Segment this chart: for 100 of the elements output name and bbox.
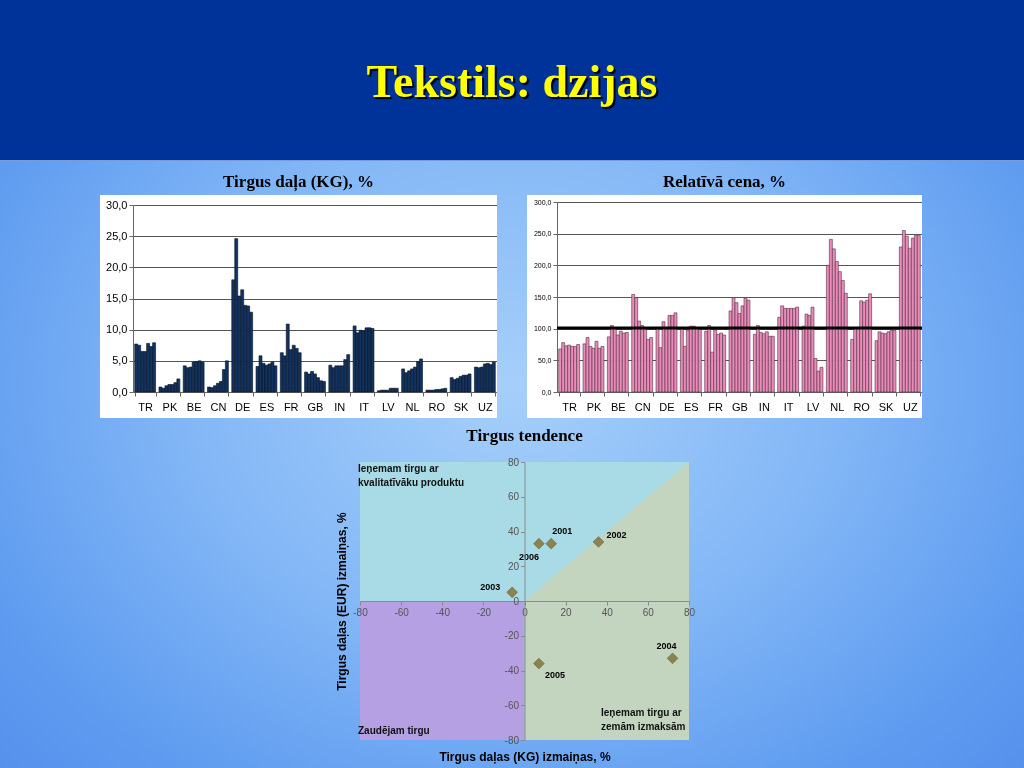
bar	[234, 238, 239, 393]
y-tick-label: -20	[504, 630, 520, 642]
x-tick-label: -20	[476, 606, 492, 618]
y-tick-label: 5,0	[112, 354, 128, 367]
bar	[443, 387, 448, 393]
annotation: Ieņemam tirgu ar zemām izmaksām	[601, 707, 686, 732]
bar	[322, 381, 326, 393]
y-tick-label: 60	[507, 491, 520, 503]
x-tick-label: GB	[307, 400, 324, 413]
annotation: 2002	[606, 529, 627, 540]
point	[545, 538, 557, 550]
annotation: 2004	[656, 641, 677, 652]
x-tick-label: CN	[634, 400, 651, 413]
y-axis-title: Tirgus daļas (EUR) izmaiņas, %	[334, 511, 349, 691]
bar	[316, 377, 320, 393]
x-tick-label: IN	[758, 400, 770, 413]
text: Tekstils: dzijas	[365, 55, 659, 109]
bar	[680, 328, 684, 393]
x-tick-label: TR	[562, 400, 578, 413]
bar	[297, 352, 302, 393]
bar	[213, 385, 217, 393]
bar	[319, 380, 323, 393]
x-tick-label: DE	[235, 400, 251, 413]
bar	[285, 323, 290, 393]
bar	[258, 355, 263, 393]
x-tick-label: NL	[830, 400, 845, 413]
y-tick-label: 25,0	[106, 229, 128, 242]
x-tick-label: LV	[381, 400, 396, 413]
y-tick-label: 80	[507, 456, 520, 468]
x-tick-label: CN	[210, 400, 227, 413]
annotation: 2001	[552, 525, 573, 536]
bar	[167, 384, 172, 393]
point	[533, 538, 545, 550]
x-tick-label: 60	[642, 606, 655, 618]
bar	[346, 354, 350, 393]
y-tick-label: -60	[504, 699, 520, 711]
chart-title: Relatīvā cena, %	[661, 171, 788, 193]
bar	[585, 337, 590, 393]
bar	[273, 365, 278, 393]
y-tick-label: 10,0	[106, 323, 128, 336]
x-tick-label: -80	[353, 606, 369, 618]
x-tick-label: 20	[560, 606, 573, 618]
bar	[310, 371, 314, 393]
bar	[868, 293, 872, 393]
y-tick-label: -80	[504, 734, 520, 746]
x-tick-label: IN	[334, 400, 346, 413]
x-tick-label: ES	[683, 400, 699, 413]
bar	[401, 368, 405, 393]
x-tick-label: BE	[610, 400, 626, 413]
y-tick-label: 30,0	[106, 198, 128, 211]
x-tick-label: IT	[783, 400, 794, 413]
y-tick-label: 20	[507, 560, 520, 572]
bar	[313, 373, 317, 393]
bar	[304, 371, 308, 393]
x-tick-label: ES	[259, 400, 275, 413]
bar	[391, 387, 396, 393]
x-tick-label: 80	[683, 606, 696, 618]
bar	[207, 386, 211, 393]
x-tick-label: UZ	[903, 400, 918, 413]
y-tick-label: 0	[513, 595, 520, 607]
x-tick-label: PK	[586, 400, 602, 413]
y-tick-label: 0,0	[112, 385, 128, 398]
x-tick-label: RO	[428, 400, 446, 413]
x-tick-label: 40	[601, 606, 614, 618]
bar	[707, 325, 711, 393]
bar	[394, 387, 399, 393]
annotation: Ieņemam tirgu ar kvalitatīvāku produktu	[358, 463, 465, 488]
x-axis-title: Tirgus daļas (KG) izmaiņas, %	[439, 749, 611, 764]
x-tick-label: PK	[162, 400, 178, 413]
chart-title: Tirgus daļa (KG), %	[222, 171, 375, 193]
annotation: Zaudējam tirgu	[358, 725, 430, 736]
annotation: 2005	[544, 669, 565, 680]
bar	[161, 387, 166, 393]
bar	[352, 325, 357, 393]
y-tick-label: 20,0	[106, 260, 128, 273]
bar	[307, 373, 311, 393]
x-tick-label: FR	[283, 400, 299, 413]
bar	[152, 342, 156, 393]
x-tick-label: SK	[878, 400, 894, 413]
x-tick-label: GB	[732, 400, 748, 413]
y-tick-label: 40	[507, 526, 520, 537]
point	[506, 586, 518, 598]
annotation: 2003	[480, 582, 501, 593]
x-tick-label: FR	[708, 400, 724, 413]
bar	[440, 388, 445, 393]
x-tick-label: NL	[405, 400, 420, 413]
x-tick-label: TR	[138, 400, 154, 413]
point	[533, 657, 545, 670]
bar	[225, 360, 229, 393]
x-tick-label: BE	[186, 400, 202, 413]
x-tick-label: LV	[806, 400, 820, 413]
x-tick-label: SK	[453, 400, 470, 413]
x-tick-label: -60	[394, 606, 410, 618]
x-tick-label: UZ	[478, 400, 493, 413]
annotation: 2006	[518, 551, 539, 562]
chart-title: Tirgus tendence	[466, 426, 584, 445]
y-tick-label: 15,0	[106, 292, 128, 304]
y-tick-label: -40	[504, 665, 520, 676]
bar	[176, 378, 181, 393]
bar	[158, 386, 163, 393]
